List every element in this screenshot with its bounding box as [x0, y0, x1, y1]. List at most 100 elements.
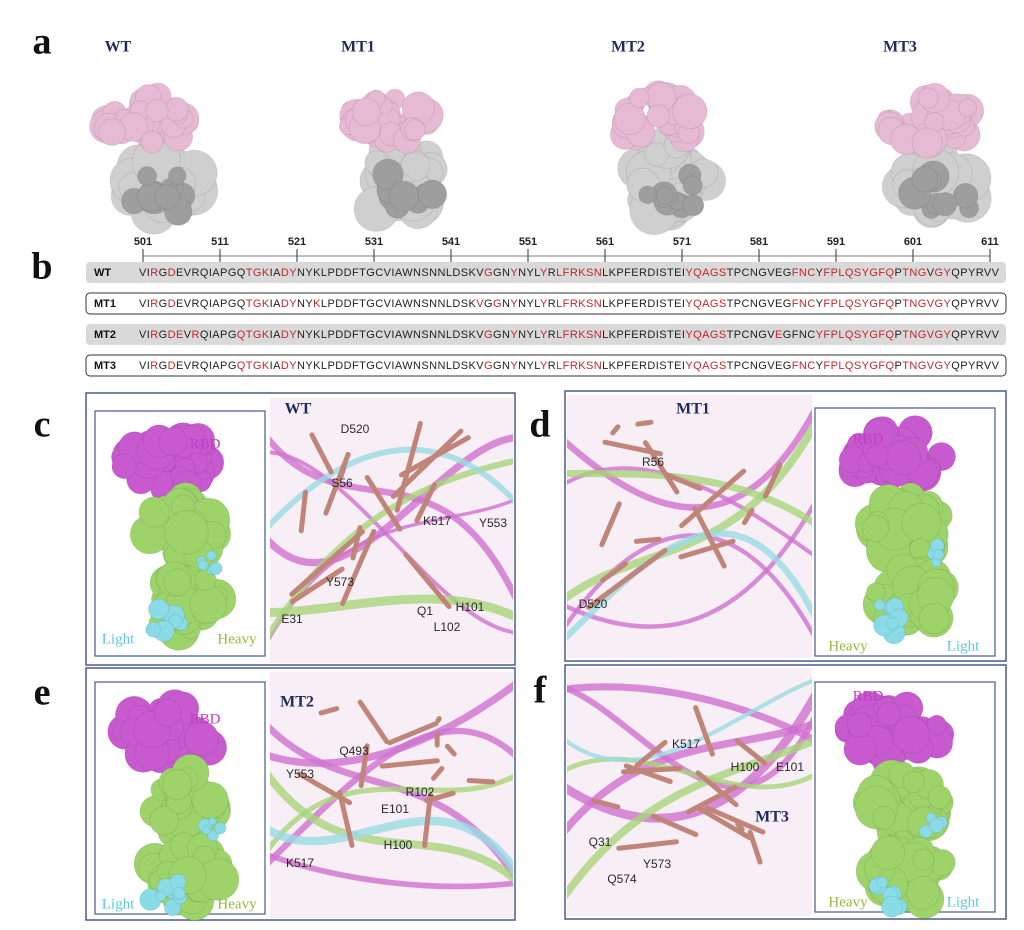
residue-run: R: [150, 360, 158, 372]
residue-run: LPDDFTGCVIAWNSNNLDSK: [321, 298, 477, 310]
surface-bump: [154, 699, 181, 726]
surface-bump: [886, 617, 898, 629]
surface-bump: [214, 822, 226, 834]
residue-label: H101: [456, 600, 485, 614]
residue-label: Y573: [326, 575, 354, 589]
detail-title: WT: [285, 401, 312, 418]
surface-bump: [928, 786, 951, 809]
residue-run: LFRKSN: [556, 360, 602, 372]
sequence: VIRGDEVRQIAPGQTGKIADYNYKLPDDFTGCVIAWNSNN…: [139, 267, 1000, 279]
detail-view: [557, 395, 822, 658]
residue-run: VI: [139, 267, 150, 279]
ruler-number: 591: [827, 236, 845, 248]
inset-label: Heavy: [828, 894, 868, 910]
surface-bump: [190, 586, 227, 623]
residue-label: K517: [672, 737, 700, 751]
residue-label: S56: [331, 476, 353, 490]
surface-bump: [872, 806, 895, 829]
surface-bump: [202, 826, 210, 834]
residue-run: FNC: [792, 298, 816, 310]
residue-run: GN: [493, 360, 510, 372]
residue-run: IA: [270, 298, 281, 310]
residue-run: P: [894, 267, 901, 279]
residue-run: DY: [281, 298, 297, 310]
residue-label: Q31: [589, 835, 612, 849]
residue-run: PLQSYGFQ: [831, 329, 895, 341]
residue-run: TPCNGVEG: [727, 360, 792, 372]
surface-bump: [683, 195, 704, 216]
residue-run: NYL: [518, 329, 540, 341]
residue-run: DY: [281, 360, 297, 372]
residue-run: QPYRVV: [951, 329, 999, 341]
residue-run: TPCNGV: [727, 329, 776, 341]
surface-bump: [912, 166, 938, 192]
residue-run: TNG: [902, 267, 926, 279]
ruler-number: 561: [596, 236, 614, 248]
panel-letter: f: [534, 670, 548, 712]
surface-bump: [352, 98, 380, 126]
structure-label: WT: [105, 39, 132, 56]
surface-bump: [874, 600, 885, 611]
residue-run: R: [150, 267, 158, 279]
detail-title: MT3: [755, 809, 789, 826]
sequence: VIRGDEVRQIAPGQTGKIADYNYKLPDDFTGCVIAWNSNN…: [139, 298, 1000, 310]
residue-run: QPYRVV: [951, 360, 999, 372]
residue-run: YF: [816, 329, 831, 341]
surface-bump: [927, 715, 946, 734]
structure-label: MT2: [611, 39, 645, 56]
residue-run: D: [168, 267, 176, 279]
residue-run: FP: [823, 360, 837, 372]
residue-run: P: [894, 298, 901, 310]
surface-bump: [137, 167, 156, 186]
residue-run: NY: [297, 298, 313, 310]
residue-label: K517: [423, 514, 451, 528]
ruler-number: 551: [519, 236, 537, 248]
residue-label: Q493: [339, 744, 369, 758]
residue-run: E: [775, 329, 782, 341]
residue-run: R: [150, 298, 158, 310]
surface-bump: [910, 539, 931, 560]
surface-bump: [165, 511, 209, 555]
surface-bump: [148, 599, 169, 620]
residue-run: G: [159, 360, 168, 372]
sequence: VIRGDEVRQIAPGQTGKIADYNYKLPDDFTGCVIAWNSNN…: [139, 329, 1000, 341]
surface-bump: [112, 454, 136, 478]
surface-bump: [389, 181, 419, 211]
surface-bump: [98, 119, 125, 146]
residue-run: R: [150, 329, 158, 341]
residue-run: R: [548, 329, 556, 341]
surface-bump: [141, 131, 163, 153]
residue-run: TGK: [246, 267, 270, 279]
residue-run: R: [548, 360, 556, 372]
residue-label: R56: [642, 455, 664, 469]
surface-bump: [683, 176, 702, 195]
residue-run: YQAGS: [685, 298, 726, 310]
panel-letter: a: [33, 21, 52, 63]
surface-bump: [418, 180, 447, 209]
residue-run: E: [176, 329, 183, 341]
residue-run: LFRKSN: [556, 298, 602, 310]
residue-run: YQAGS: [685, 329, 726, 341]
residue-run: G: [484, 267, 493, 279]
surface-bump: [647, 105, 670, 128]
surface-bump: [844, 733, 876, 765]
surface-bump: [918, 88, 938, 108]
residue-label: Q574: [607, 872, 637, 886]
residue-run: NYKLPDDFTGCVIAWNSNNLDSKV: [297, 329, 484, 341]
side-chain: [638, 422, 651, 424]
residue-run: TNGVGY: [902, 329, 951, 341]
residue-label: E31: [281, 612, 303, 626]
residue-run: EVRQIAPG: [176, 360, 236, 372]
ruler-number: 531: [365, 236, 383, 248]
residue-run: IA: [270, 267, 281, 279]
panel-letter: e: [34, 672, 51, 714]
surface-bump: [912, 128, 942, 158]
residue-run: LFRKSN: [556, 329, 602, 341]
residue-run: R: [548, 267, 556, 279]
inset-label: RBD: [190, 711, 221, 727]
side-chain: [469, 780, 493, 781]
residue-run: FNC: [792, 360, 816, 372]
residue-run: TNGVGY: [902, 360, 951, 372]
residue-run: EVRQIAPGQ: [176, 298, 246, 310]
ruler-number: 611: [981, 236, 999, 248]
